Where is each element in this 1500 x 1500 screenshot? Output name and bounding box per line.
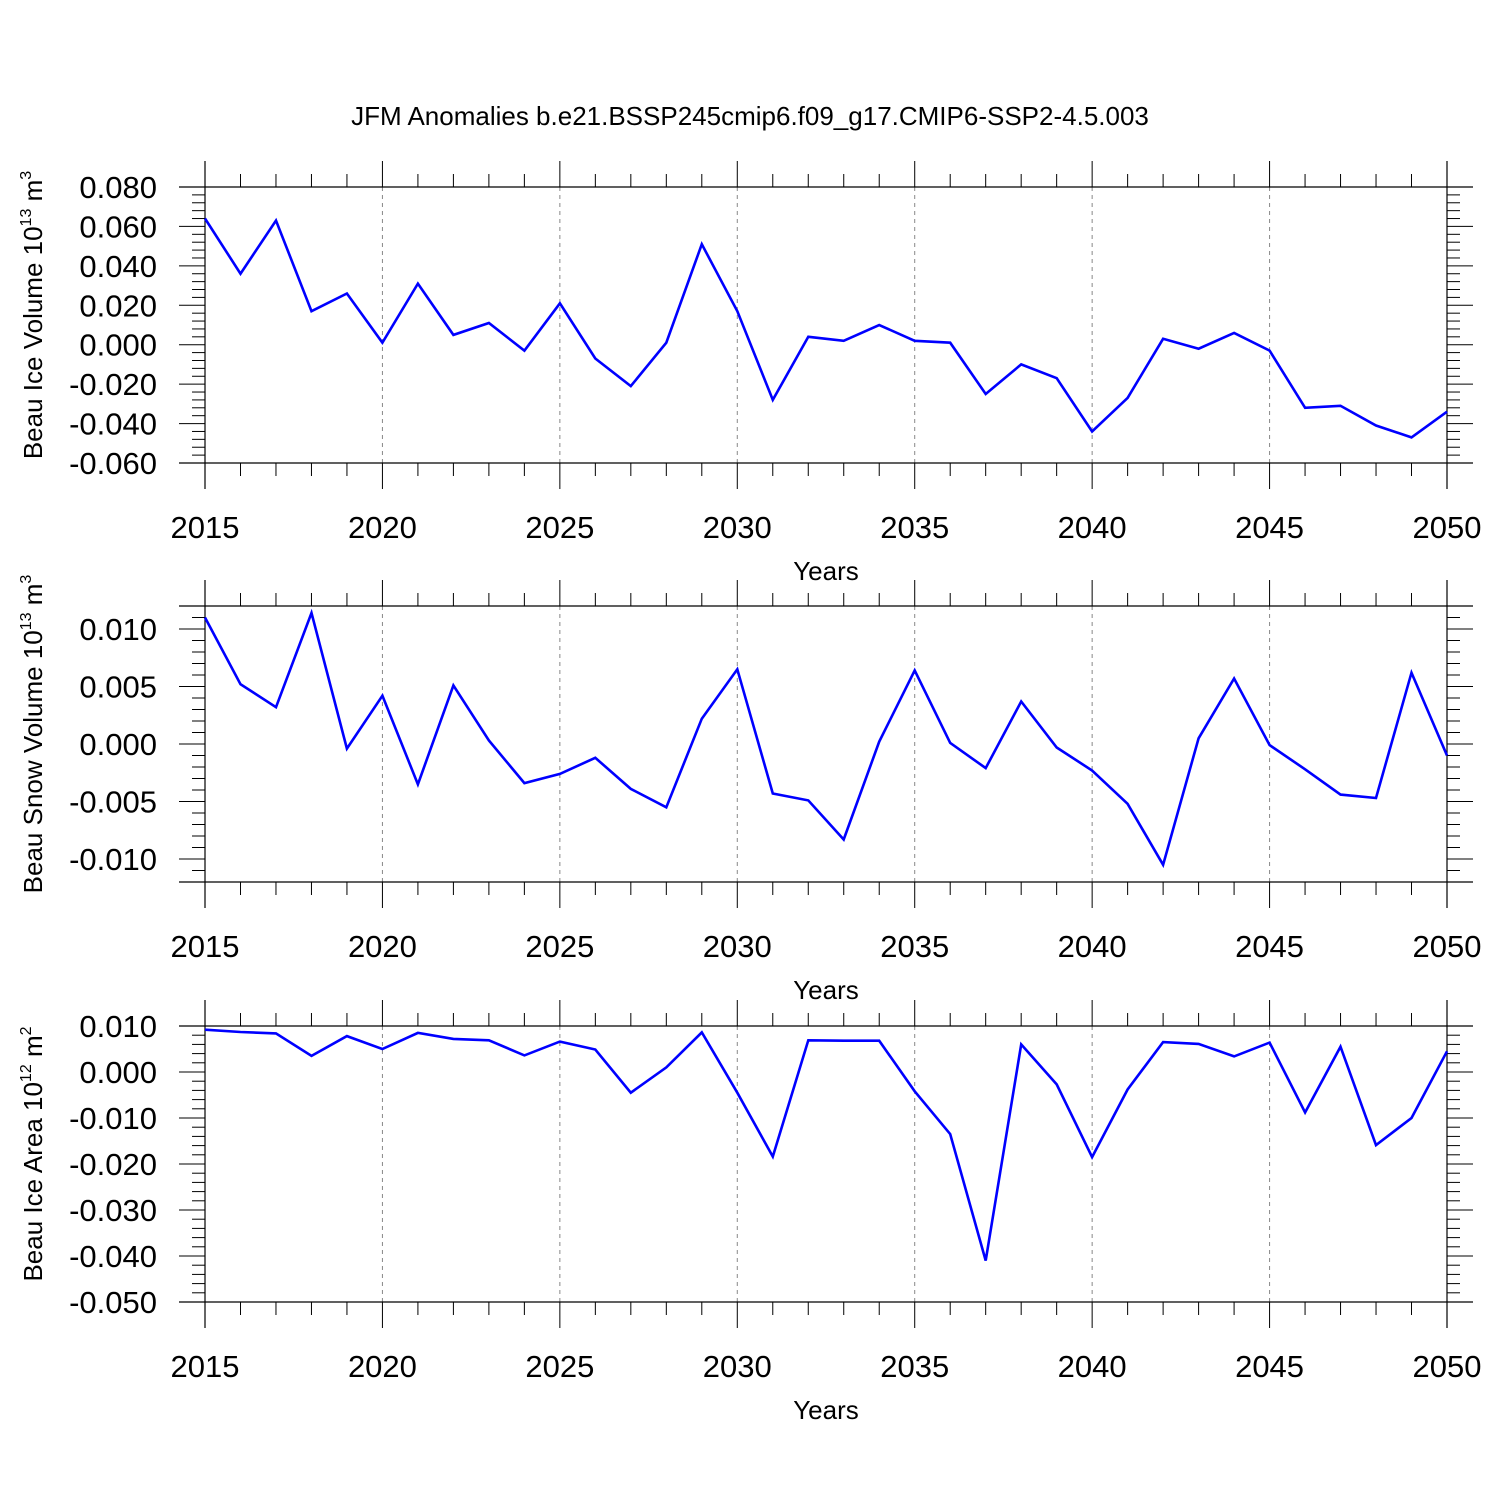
y-tick-label: -0.005	[69, 785, 157, 820]
y-tick-label: 0.060	[79, 209, 157, 244]
x-tick-label: 2045	[1235, 1349, 1304, 1384]
series-line	[203, 608, 1449, 869]
y-axis-label: Beau Ice Volume 1013 m3	[18, 171, 48, 459]
x-tick-label: 2015	[171, 929, 240, 964]
y-axis-label: Beau Snow Volume 1013 m3	[18, 575, 48, 894]
x-axis-label: Years	[793, 1395, 859, 1425]
y-tick-label: -0.040	[69, 407, 157, 442]
x-axis-label: Years	[793, 556, 859, 586]
x-tick-label: 2050	[1413, 1349, 1482, 1384]
panel-1: 0.080 0.060 0.040 0.020 0.000 -0.020 -0.040 -0.…	[18, 161, 1481, 586]
y-tick-label: -0.020	[69, 1147, 157, 1182]
y-tick-label: 0.020	[79, 288, 157, 323]
x-axis-label: Years	[793, 975, 859, 1005]
y-tick-label: 0.040	[79, 249, 157, 284]
y-tick-label: -0.010	[69, 1101, 157, 1136]
x-tick-label: 2025	[525, 929, 594, 964]
x-tick-label: 2030	[703, 1349, 772, 1384]
x-tick-label: 2035	[880, 510, 949, 545]
y-tick-label: 0.080	[79, 170, 157, 205]
y-tick-label: -0.050	[69, 1285, 157, 1320]
x-tick-label: 2020	[348, 1349, 417, 1384]
x-tick-label: 2050	[1413, 929, 1482, 964]
y-tick-label: 0.000	[79, 727, 157, 762]
series-line	[204, 1028, 1449, 1261]
y-tick-label: 0.010	[79, 612, 157, 647]
x-tick-label: 2020	[348, 510, 417, 545]
x-tick-label: 2030	[703, 929, 772, 964]
y-tick-label: -0.030	[69, 1193, 157, 1228]
y-tick-label: 0.010	[79, 1009, 157, 1044]
x-tick-label: 2050	[1413, 510, 1482, 545]
x-tick-label: 2040	[1058, 929, 1127, 964]
panel-2: 0.010 0.005 0.000 -0.005 -0.010 2015 2020 2025 2…	[18, 575, 1481, 1005]
x-tick-label: 2040	[1058, 1349, 1127, 1384]
x-tick-label: 2040	[1058, 510, 1127, 545]
chart-title: JFM Anomalies b.e21.BSSP245cmip6.f09_g17…	[351, 101, 1149, 131]
x-tick-label: 2045	[1235, 929, 1304, 964]
x-tick-label: 2025	[525, 1349, 594, 1384]
x-tick-label: 2020	[348, 929, 417, 964]
y-tick-label: -0.010	[69, 842, 157, 877]
y-tick-label: -0.040	[69, 1239, 157, 1274]
panel-3: 0.010 0.000 -0.010 -0.020 -0.030 -0.040 -0.050…	[18, 1000, 1481, 1425]
x-tick-label: 2030	[703, 510, 772, 545]
x-tick-label: 2015	[171, 1349, 240, 1384]
x-tick-label: 2035	[880, 929, 949, 964]
y-tick-label: -0.060	[69, 446, 157, 481]
y-tick-label: 0.000	[79, 1055, 157, 1090]
y-tick-label: 0.005	[79, 670, 157, 705]
x-tick-label: 2045	[1235, 510, 1304, 545]
panels: 0.080 0.060 0.040 0.020 0.000 -0.020 -0.040 -0.…	[18, 161, 1481, 1425]
y-tick-label: -0.020	[69, 367, 157, 402]
y-tick-label: 0.000	[79, 328, 157, 363]
series-line	[203, 217, 1448, 439]
x-tick-label: 2035	[880, 1349, 949, 1384]
x-tick-label: 2015	[171, 510, 240, 545]
y-axis-label: Beau Ice Area 1012 m2	[18, 1026, 48, 1281]
x-tick-label: 2025	[525, 510, 594, 545]
